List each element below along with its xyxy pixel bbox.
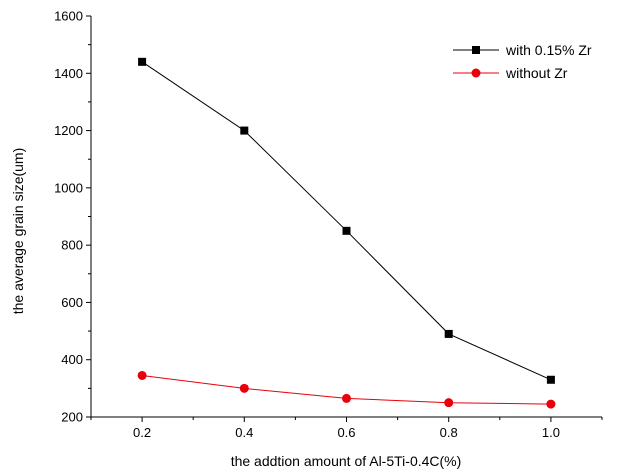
y-tick-label: 1400: [54, 66, 83, 81]
series-1: [138, 57, 555, 384]
data-point: [239, 383, 249, 393]
y-tick-label: 400: [61, 352, 83, 367]
y-tick-label: 800: [61, 238, 83, 253]
data-point: [444, 398, 454, 408]
series: [137, 57, 556, 409]
y-tick-label: 200: [61, 410, 83, 425]
data-point: [342, 393, 351, 403]
legend-label: without Zr: [505, 65, 568, 81]
y-tick-label: 1600: [54, 9, 83, 24]
data-point: [444, 329, 453, 338]
legend: with 0.15% Zr without Zr: [453, 42, 592, 81]
y-axis-title: the average grain size(um): [10, 148, 26, 315]
x-tick-label: 0.6: [337, 425, 355, 440]
data-point: [546, 399, 556, 409]
legend-entry: with 0.15% Zr: [453, 42, 592, 58]
series-line: [141, 61, 552, 381]
x-tick-label: 1.0: [542, 425, 560, 440]
data-point: [138, 57, 147, 66]
x-tick-label: 0.2: [133, 425, 151, 440]
legend-entry: without Zr: [453, 65, 568, 81]
legend-marker: [472, 46, 480, 54]
y-tick-label: 600: [61, 295, 83, 310]
data-point: [240, 126, 249, 135]
y-tick-label: 1200: [54, 123, 83, 138]
ticks: 200 400 600 800 1000 1200 1400 1600 0.2 0.4 0.6 0.8…: [54, 9, 603, 440]
series-2: [137, 370, 556, 409]
data-point: [342, 226, 351, 235]
y-tick-label: 1000: [54, 180, 83, 195]
legend-marker: [471, 68, 481, 78]
data-point: [137, 370, 147, 380]
x-axis-title: the addtion amount of Al-5Ti-0.4C(%): [231, 453, 462, 469]
x-tick-label: 0.8: [440, 425, 458, 440]
data-point: [546, 375, 555, 384]
x-tick-label: 0.4: [235, 425, 253, 440]
legend-label: with 0.15% Zr: [505, 42, 592, 58]
